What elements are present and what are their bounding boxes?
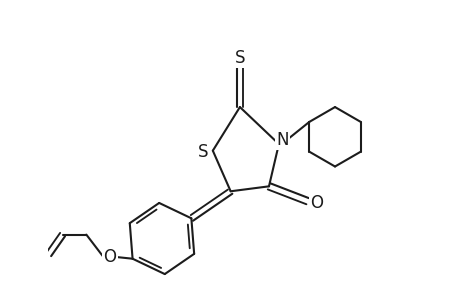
Text: S: S [234,49,245,67]
Text: O: O [310,194,323,212]
Text: S: S [197,143,208,161]
Text: O: O [103,248,117,266]
Text: N: N [276,131,288,149]
